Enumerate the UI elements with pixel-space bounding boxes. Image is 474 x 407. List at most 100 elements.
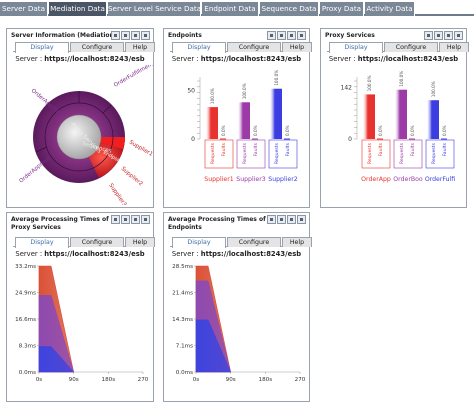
series-label-requests: Requests [367,142,373,164]
close-icon[interactable] [454,31,463,40]
panel-title: Average Processing Times of Proxy Servic… [11,216,109,231]
category-box [268,139,298,169]
requests-bar [395,89,407,139]
tab-configure[interactable]: Configure [227,42,281,52]
minimize-icon[interactable] [267,215,276,224]
server-prefix: Server : [328,55,356,63]
requests-bar [427,100,439,139]
requests-percent: 100.0% [242,83,247,99]
requests-bar [206,107,218,139]
tab-server-level-service-data[interactable]: Server Level Service Data [108,2,201,16]
tab-configure[interactable]: Configure [70,42,124,52]
requests-bar [238,102,250,139]
category-box [204,139,234,169]
category-box [361,139,391,169]
minimize-icon[interactable] [267,31,276,40]
category-label: Supplier1 [204,176,233,183]
requests-bar [363,94,375,139]
y-tick-label: 0 [348,136,352,143]
category-label: OrderApp [361,176,391,183]
category-label: OrderBoo [393,176,423,183]
server-url: https://localhost:8243/esb [200,55,302,63]
ring-divider [35,146,48,153]
y-tick-label: 24.9ms [15,291,36,297]
proxy-services-panel: Proxy Services Display Configure Help Se… [320,28,469,208]
server-prefix: Server : [15,55,43,63]
panel-title: Proxy Services [325,32,375,39]
close-icon[interactable] [297,215,306,224]
server-prefix: Server : [171,55,199,63]
settings-icon[interactable] [287,215,296,224]
close-icon[interactable] [141,31,150,40]
maximize-icon[interactable] [121,31,130,40]
settings-icon[interactable] [131,215,140,224]
series-label-faults: Faults [410,142,416,156]
series-label-requests: Requests [399,142,405,164]
tab-sequence-data[interactable]: Sequence Data [260,2,319,16]
series-label-faults: Faults [221,142,227,156]
series-label-faults: Faults [253,142,259,156]
tab-server-data[interactable]: Server Data [0,2,48,16]
tab-display[interactable]: Display [15,237,69,248]
faults-percent: 0.0% [410,125,415,136]
tab-help[interactable]: Help [125,42,155,52]
server-prefix: Server : [15,250,43,258]
tab-proxy-data[interactable]: Proxy Data [320,2,364,16]
server-url: https://localhost:8243/esb [200,250,302,258]
category-label: Supplier2 [268,176,297,183]
gadget-tabs: Display Configure Help [13,237,155,248]
gadget-tabs: Display Configure Help [170,237,312,248]
series-label-faults: Faults [285,142,291,156]
minimize-icon[interactable] [111,215,120,224]
tab-configure[interactable]: Configure [227,237,281,247]
x-tick-label: 270 [295,377,306,383]
series-label-requests: Requests [431,142,437,164]
requests-percent: 100.0% [399,71,404,87]
minimize-icon[interactable] [424,31,433,40]
category-box [425,139,455,169]
maximize-icon[interactable] [434,31,443,40]
y-tick-label: 28.5ms [172,264,193,270]
series-label-requests: Requests [274,142,280,164]
tab-display[interactable]: Display [15,42,69,53]
label-supplier3: Supplier3 [107,183,127,205]
tab-display[interactable]: Display [172,237,226,248]
category-box [236,139,266,169]
close-icon[interactable] [297,31,306,40]
tab-activity-data[interactable]: Activity Data [365,2,415,16]
label-order-fulfillment: OrderFulfillment [113,65,153,89]
close-icon[interactable] [141,215,150,224]
faults-percent: 0.0% [221,125,226,136]
tab-display[interactable]: Display [172,42,226,53]
panel-controls [266,215,306,224]
main-tab-bar: Server Data Mediation Data Server Level … [0,0,474,16]
server-url: https://localhost:8243/esb [44,55,145,63]
series-label-faults: Faults [378,142,384,156]
tab-endpoint-data[interactable]: Endpoint Data [202,2,259,16]
sunburst-chart: OrderApprove OrderFulfillment Proxy Serv… [18,65,153,205]
category-box [393,139,423,169]
x-tick-label: 90s [226,377,236,383]
maximize-icon[interactable] [121,215,130,224]
tab-help[interactable]: Help [282,42,312,52]
server-url: https://localhost:8243/esb [357,55,459,63]
ring-divider [102,104,112,114]
maximize-icon[interactable] [277,215,286,224]
tab-help[interactable]: Help [282,237,312,247]
minimize-icon[interactable] [111,31,120,40]
tab-configure[interactable]: Configure [70,237,124,247]
tab-mediation-data[interactable]: Mediation Data [49,2,107,16]
tab-help[interactable]: Help [125,237,155,247]
maximize-icon[interactable] [277,31,286,40]
settings-icon[interactable] [444,31,453,40]
tab-help[interactable]: Help [439,42,469,52]
y-tick-label: 0.0ms [19,370,36,376]
x-tick-label: 270 [138,377,149,383]
panel-title: Server Information (Mediation) [11,32,117,39]
settings-icon[interactable] [131,31,140,40]
tab-display[interactable]: Display [329,42,383,53]
panel-title: Endpoints [168,32,202,39]
y-tick-label: 142 [341,85,353,92]
settings-icon[interactable] [287,31,296,40]
tab-configure[interactable]: Configure [384,42,438,52]
